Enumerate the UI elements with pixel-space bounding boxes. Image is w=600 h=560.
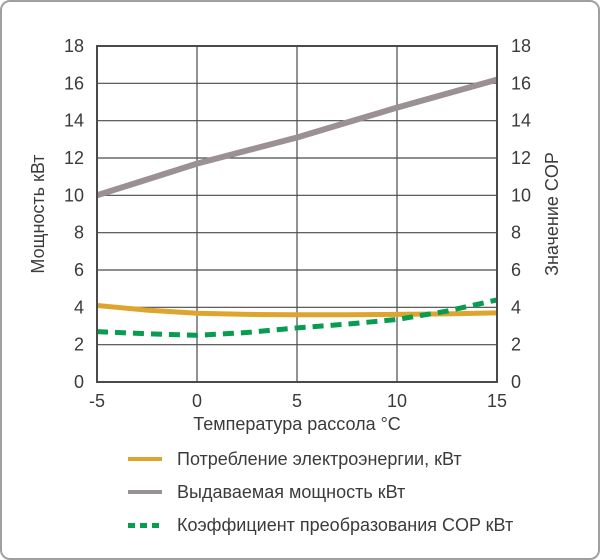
legend-line-sample-consumption [128,457,162,461]
legend-item-output-power: Выдаваемая мощность кВт [128,481,598,503]
y-tick-right: 4 [511,297,521,317]
y-tick-right: 10 [511,185,531,205]
legend-line-sample-cop [128,522,162,528]
y-tick-left: 16 [64,73,84,93]
y-tick-left: 4 [74,297,84,317]
y-tick-left: 0 [74,372,84,392]
x-tick: -5 [89,391,105,411]
series-group [97,76,497,338]
y-tick-left: 8 [74,223,84,243]
legend-label-consumption: Потребление электроэнергии, кВт [177,448,462,469]
y-axis-label-left: Мощность кВт [28,154,48,273]
legend-label-output-power: Выдаваемая мощность кВт [177,481,406,502]
x-tick: 5 [292,391,302,411]
legend-label-cop: Коэффициент преобразования COP кВт [177,514,514,535]
y-tick-right: 18 [511,36,531,56]
y-tick-right: 14 [511,111,531,131]
x-tick: 0 [192,391,202,411]
y-tick-right: 12 [511,148,531,168]
series-line-2 [97,297,497,338]
legend-line-sample-output-power [128,490,162,494]
plot-border [96,45,498,383]
y-tick-left: 6 [74,260,84,280]
y-tick-left: 10 [64,185,84,205]
x-tick: 10 [387,391,407,411]
legend-item-consumption: Потребление электроэнергии, кВт [128,448,598,470]
y-tick-left: 2 [74,335,84,355]
y-tick-left: 18 [64,36,84,56]
legend-item-cop: Коэффициент преобразования COP кВт [128,514,598,536]
series-line-1 [97,76,497,199]
x-tick: 15 [487,391,507,411]
y-tick-right: 16 [511,73,531,93]
y-tick-right: 6 [511,260,521,280]
x-axis-label: Температура рассола °C [193,414,401,434]
legend: Потребление электроэнергии, кВт Выдаваем… [128,448,598,536]
y-tick-left: 12 [64,148,84,168]
y-tick-right: 8 [511,223,521,243]
y-axis-label-right: Значение COP [542,152,562,276]
y-tick-right: 0 [511,372,521,392]
y-tick-left: 14 [64,111,84,131]
y-tick-right: 2 [511,335,521,355]
